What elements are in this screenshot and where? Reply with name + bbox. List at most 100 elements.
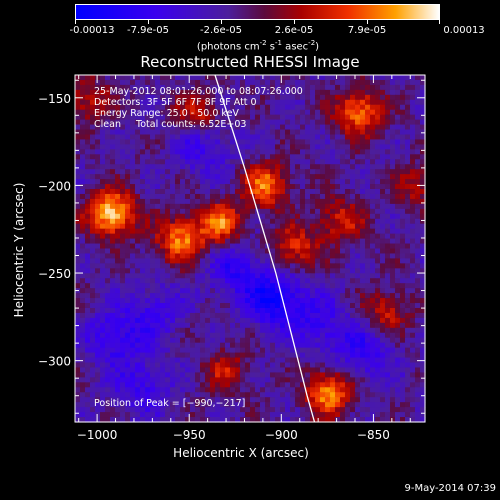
heatmap-cell (380, 114, 386, 121)
heatmap-cell (120, 352, 126, 359)
heatmap-cell (375, 258, 381, 264)
heatmap-cell (130, 303, 136, 309)
heatmap-cell (385, 94, 391, 101)
heatmap-cell (285, 293, 291, 299)
heatmap-cell (240, 382, 246, 388)
heatmap-cell (250, 248, 256, 255)
heatmap-cell (355, 312, 361, 319)
heatmap-cell (145, 213, 151, 220)
heatmap-cell (220, 109, 226, 116)
heatmap-cell (295, 317, 301, 324)
heatmap-cell (350, 362, 356, 369)
heatmap-cell (220, 317, 226, 324)
heatmap-cell (245, 248, 251, 255)
heatmap-cell (195, 169, 201, 175)
heatmap-cell (395, 203, 401, 210)
heatmap-cell (140, 258, 146, 264)
heatmap-cell (120, 203, 126, 210)
heatmap-cell (80, 392, 86, 398)
heatmap-cell (345, 357, 351, 364)
heatmap-cell (390, 94, 396, 101)
heatmap-cell (210, 332, 216, 339)
heatmap-cell (105, 288, 111, 294)
heatmap-cell (110, 114, 116, 121)
heatmap-cell (125, 99, 131, 106)
heatmap-cell (295, 149, 301, 155)
heatmap-cell (335, 298, 341, 304)
heatmap-cell (390, 303, 396, 309)
heatmap-cell (325, 189, 331, 195)
heatmap-cell (225, 352, 231, 359)
heatmap-cell (120, 317, 126, 324)
heatmap-cell (275, 129, 281, 136)
heatmap-cell (205, 327, 211, 334)
heatmap-cell (420, 387, 426, 393)
heatmap-cell (170, 114, 176, 121)
heatmap-cell (180, 238, 186, 245)
heatmap-cell (230, 317, 236, 324)
heatmap-cell (195, 75, 201, 81)
heatmap-cell (310, 228, 316, 235)
heatmap-cell (320, 362, 326, 369)
heatmap-cell (270, 139, 276, 145)
heatmap-cell (280, 258, 286, 264)
heatmap-cell (165, 154, 171, 160)
heatmap-cell (275, 307, 281, 314)
heatmap-cell (275, 94, 281, 101)
heatmap-cell (345, 382, 351, 388)
heatmap-cell (390, 283, 396, 289)
heatmap-cell (265, 119, 271, 126)
heatmap-cell (80, 84, 86, 91)
heatmap-cell (265, 179, 271, 185)
heatmap-cell (195, 337, 201, 344)
heatmap-cell (340, 243, 346, 250)
heatmap-cell (220, 218, 226, 225)
heatmap-cell (405, 367, 411, 374)
heatmap-cell (190, 159, 196, 165)
heatmap-cell (335, 288, 341, 294)
heatmap-cell (235, 402, 241, 408)
heatmap-cell (95, 258, 101, 264)
heatmap-cell (215, 307, 221, 314)
heatmap-cell (125, 124, 131, 131)
heatmap-cell (210, 203, 216, 210)
heatmap-cell (325, 303, 331, 309)
heatmap-cell (290, 367, 296, 374)
heatmap-cell (300, 332, 306, 339)
heatmap-cell (95, 189, 101, 195)
heatmap-cell (385, 412, 391, 418)
heatmap-cell (355, 208, 361, 215)
heatmap-cell (160, 392, 166, 398)
heatmap-cell (340, 208, 346, 215)
heatmap-cell (80, 119, 86, 126)
heatmap-cell (130, 154, 136, 160)
heatmap-cell (175, 75, 181, 81)
heatmap-cell (135, 154, 141, 160)
heatmap-cell (75, 283, 81, 289)
heatmap-cell (220, 104, 226, 111)
heatmap-cell (115, 193, 121, 200)
heatmap-cell (115, 377, 121, 383)
heatmap-cell (355, 293, 361, 299)
heatmap-cell (125, 208, 131, 215)
heatmap-cell (120, 322, 126, 329)
heatmap-cell (300, 337, 306, 344)
heatmap-cell (350, 134, 356, 141)
heatmap-cell (275, 387, 281, 393)
heatmap-cell (80, 412, 86, 418)
heatmap-cell (210, 362, 216, 369)
heatmap-cell (195, 124, 201, 131)
heatmap-cell (75, 392, 81, 398)
heatmap-cell (345, 312, 351, 319)
heatmap-cell (95, 79, 101, 86)
heatmap-cell (390, 159, 396, 165)
axes: −1000 −950 −900 −850−150−200−250−300 (38, 75, 425, 442)
heatmap-cell (270, 184, 276, 190)
heatmap-cell (380, 203, 386, 210)
heatmap-cell (185, 303, 191, 309)
heatmap-cell (200, 174, 206, 180)
heatmap-cell (385, 307, 391, 314)
heatmap-cell (275, 258, 281, 264)
heatmap-cell (170, 377, 176, 383)
heatmap-cell (285, 283, 291, 289)
